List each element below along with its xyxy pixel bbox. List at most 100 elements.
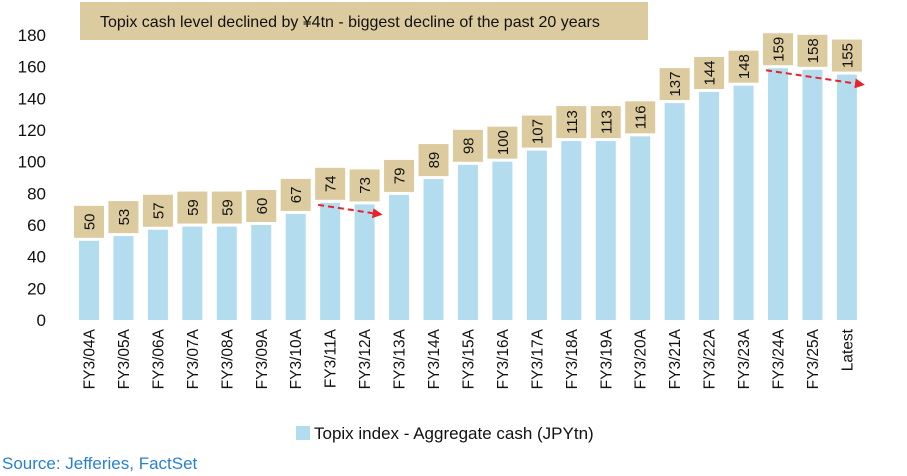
arrows-group [317, 69, 865, 219]
x-tick-label: FY3/06A [150, 328, 167, 389]
x-tick-label: FY3/04A [82, 328, 99, 389]
y-tick-label: 180 [18, 26, 46, 45]
data-label-box [108, 201, 139, 234]
bar [182, 226, 203, 320]
x-tick-label: FY3/10A [288, 328, 305, 389]
x-tick-label: FY3/22A [702, 328, 719, 389]
bar [768, 68, 788, 320]
data-label-box [418, 144, 449, 177]
y-tick-label: 160 [18, 58, 46, 77]
data-label-box [74, 205, 104, 238]
bar [836, 74, 857, 320]
x-tick-label: FY3/09A [254, 328, 271, 389]
data-label: 158 [805, 38, 822, 63]
x-tick-label: FY3/12A [357, 328, 374, 389]
x-tick-label: FY3/13A [392, 328, 409, 389]
data-label-box [487, 126, 518, 159]
bar [320, 202, 341, 320]
y-tick-label: 20 [27, 279, 46, 298]
data-label: 67 [288, 187, 305, 204]
bar [285, 213, 306, 320]
x-tick-label: FY3/20A [633, 328, 650, 389]
bar [526, 150, 547, 320]
x-tick-label: Latest [839, 328, 856, 371]
bar [595, 141, 616, 320]
x-tick-label: FY3/16A [495, 328, 512, 389]
data-label-box [280, 178, 311, 211]
data-label-box [694, 57, 725, 89]
legend-label: Topix index - Aggregate cash (JPYtn) [314, 424, 594, 443]
bar [79, 240, 99, 320]
bar [113, 236, 134, 320]
x-tick-label: FY3/08A [219, 328, 236, 389]
x-tick-label: FY3/23A [736, 328, 753, 389]
chart-title: Topix cash level declined by ¥4tn - bigg… [100, 14, 600, 31]
bar [492, 161, 513, 320]
bar [733, 85, 754, 321]
data-label: 53 [116, 209, 133, 226]
data-label: 60 [254, 198, 271, 215]
x-tick-label: FY3/11A [323, 328, 340, 388]
bar [389, 194, 410, 320]
data-label-box [831, 39, 862, 72]
data-label-box [625, 101, 656, 134]
bar [457, 164, 478, 320]
data-label-box [659, 68, 690, 101]
x-tick-label: FY3/15A [460, 328, 477, 389]
y-tick-label: 40 [27, 248, 46, 267]
bar [216, 226, 237, 320]
x-tick-label: FY3/19A [598, 328, 615, 389]
legend-swatch [296, 426, 310, 440]
data-label: 116 [633, 105, 650, 129]
data-label-box [452, 129, 483, 162]
data-label: 113 [598, 110, 615, 134]
bar [699, 92, 720, 320]
data-label-box [590, 106, 621, 139]
y-axis: 0 20 40 60 80 100 120 140 160 180 [18, 26, 46, 330]
data-label-box [142, 194, 173, 227]
data-label: 137 [667, 72, 684, 97]
x-tick-label: FY3/07A [185, 328, 202, 389]
data-label-box [556, 106, 587, 139]
data-label: 148 [736, 54, 753, 79]
data-label: 59 [185, 199, 202, 216]
data-label-box [763, 33, 793, 66]
decline-arrow [765, 69, 865, 89]
data-label: 89 [426, 152, 443, 169]
x-tick-label: FY3/14A [426, 328, 443, 389]
y-tick-label: 80 [27, 184, 46, 203]
chart-title-box [80, 2, 648, 40]
data-label-box [521, 115, 552, 148]
x-tick-label: FY3/18A [564, 328, 581, 389]
data-label: 107 [529, 119, 546, 144]
data-label: 57 [150, 202, 167, 219]
bars-group [79, 68, 857, 321]
data-label: 73 [357, 177, 374, 194]
x-axis: FY3/04A FY3/05A FY3/06A FY3/07A FY3/08A FY3/0… [82, 328, 857, 389]
data-label: 98 [460, 137, 477, 154]
data-label-box [797, 34, 828, 67]
x-tick-label: FY3/24A [771, 328, 788, 389]
y-tick-label: 140 [18, 89, 46, 108]
bar [251, 225, 272, 320]
data-label-box [349, 169, 380, 202]
bar [664, 103, 685, 320]
data-label-box [315, 167, 346, 200]
data-label-box [177, 191, 208, 224]
bar [630, 136, 651, 320]
data-label: 159 [771, 37, 788, 62]
data-labels-group: 50 53 57 59 59 60 67 74 73 79 89 98 100 107 113 113 116 1… [74, 33, 862, 238]
data-label: 74 [323, 175, 340, 192]
source-note: Source: Jefferies, FactSet [2, 454, 198, 473]
x-tick-label: FY3/21A [667, 328, 684, 389]
data-label-box [246, 190, 277, 222]
data-label: 113 [564, 110, 581, 134]
bar [423, 179, 444, 320]
bar [561, 141, 582, 320]
x-tick-label: FY3/17A [529, 328, 546, 389]
bar [147, 229, 168, 320]
decline-arrow [317, 203, 383, 219]
data-label: 50 [82, 213, 99, 230]
data-label-box [211, 191, 242, 224]
